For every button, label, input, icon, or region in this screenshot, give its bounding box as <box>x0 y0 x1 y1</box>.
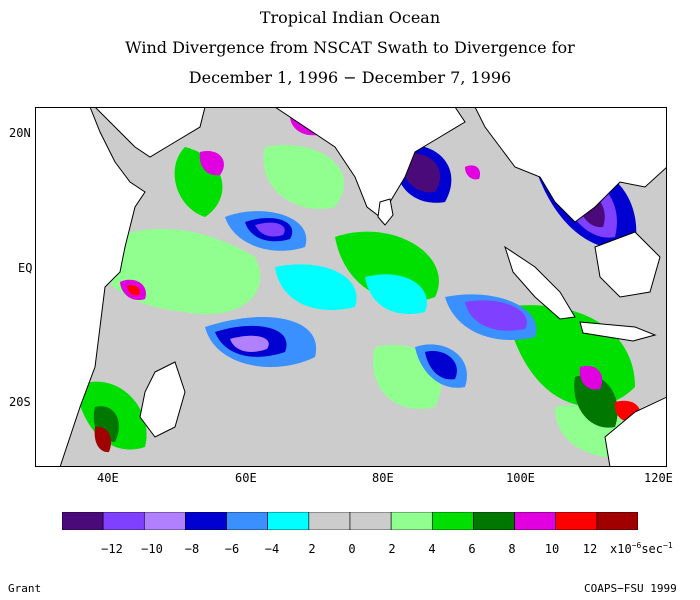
lon-label-60e: 60E <box>235 471 257 485</box>
legend-level-label: −10 <box>141 542 163 556</box>
sri-lanka-land <box>377 198 394 226</box>
map-frame <box>35 107 667 467</box>
footer-credit: COAPS−FSU 1999 <box>584 582 677 595</box>
title-line-2: Wind Divergence from NSCAT Swath to Dive… <box>125 38 575 57</box>
africa-land <box>35 107 146 467</box>
land-masses <box>35 107 667 467</box>
legend-unit: x10−6sec−1 <box>610 541 673 556</box>
legend-swatch <box>143 512 186 530</box>
lon-label-100e: 100E <box>506 471 535 485</box>
lon-label-40e: 40E <box>97 471 119 485</box>
legend-level-label: 2 <box>388 542 396 556</box>
lat-label-20n: 20N <box>9 126 31 140</box>
legend-level-label: 0 <box>348 542 356 556</box>
legend-swatch <box>473 512 515 530</box>
lat-label-eq: EQ <box>18 261 33 275</box>
sumatra-land <box>504 245 576 320</box>
arabia-land <box>94 107 206 158</box>
legend-level-label: 8 <box>508 542 516 556</box>
legend-level-label: 10 <box>544 542 560 556</box>
madagascar-land <box>139 361 186 438</box>
australia-land <box>604 396 667 467</box>
legend-level-label: 2 <box>308 542 316 556</box>
legend-swatch <box>390 512 433 530</box>
legend-swatch <box>308 512 351 530</box>
lat-label-20s: 20S <box>9 395 31 409</box>
color-legend-bar <box>62 512 638 530</box>
footer-author: Grant <box>8 582 42 595</box>
java-land <box>579 321 657 342</box>
divergence-map <box>35 107 667 467</box>
southeast-asia-land <box>474 107 667 223</box>
legend-level-label: −8 <box>184 542 200 556</box>
title-line-3: December 1, 1996 − December 7, 1996 <box>188 68 512 87</box>
lon-label-120e: 120E <box>644 471 673 485</box>
legend-swatch <box>514 512 557 530</box>
legend-swatch <box>102 512 145 530</box>
legend-swatch <box>431 512 474 530</box>
legend-swatch <box>267 512 310 530</box>
legend-level-label: −6 <box>224 542 240 556</box>
legend-swatch <box>596 512 638 530</box>
legend-swatch <box>349 512 392 530</box>
lon-label-80e: 80E <box>372 471 394 485</box>
legend-level-label: 12 <box>582 542 598 556</box>
legend-level-label: 4 <box>428 542 436 556</box>
legend-level-label: −12 <box>101 542 123 556</box>
title-line-1: Tropical Indian Ocean <box>259 8 441 27</box>
borneo-land <box>594 231 661 298</box>
legend-swatch <box>62 512 104 530</box>
legend-swatch <box>226 512 269 530</box>
legend-swatch <box>555 512 598 530</box>
legend-level-label: −4 <box>264 542 280 556</box>
legend-level-label: 6 <box>468 542 476 556</box>
legend-swatch <box>185 512 227 530</box>
